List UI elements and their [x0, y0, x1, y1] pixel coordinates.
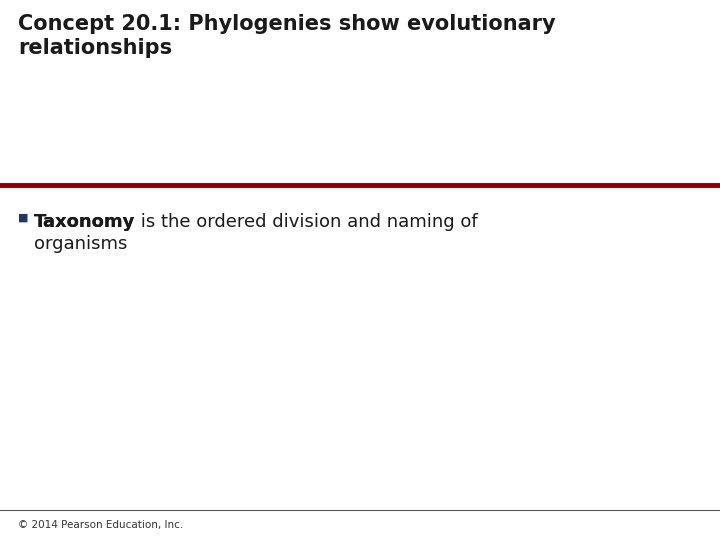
Text: Concept 20.1: Phylogenies show evolutionary
relationships: Concept 20.1: Phylogenies show evolution…	[18, 14, 556, 58]
Text: © 2014 Pearson Education, Inc.: © 2014 Pearson Education, Inc.	[18, 520, 184, 530]
Text: Taxonomy: Taxonomy	[34, 213, 135, 231]
Text: organisms: organisms	[34, 235, 127, 253]
Text: Taxonomy: Taxonomy	[34, 213, 135, 231]
Text: ■: ■	[18, 213, 29, 223]
Text: is the ordered division and naming of: is the ordered division and naming of	[135, 213, 478, 231]
